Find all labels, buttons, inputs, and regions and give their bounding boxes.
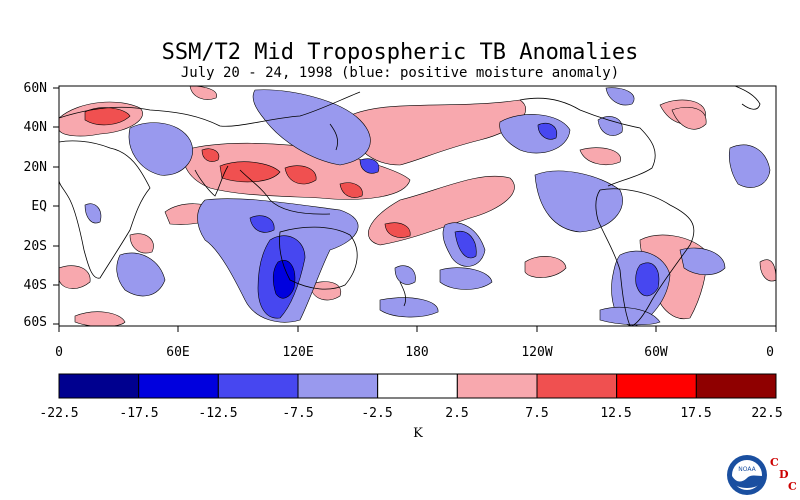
lab-letter: C	[788, 480, 797, 493]
colorbar-swatch	[377, 373, 458, 399]
colorbar-swatch	[536, 373, 618, 399]
pink-patch	[129, 233, 154, 254]
pink-patch	[309, 281, 342, 301]
lon-label: 0	[766, 345, 774, 360]
red-core	[284, 165, 317, 185]
red-core	[201, 148, 220, 162]
blue-patch	[394, 265, 416, 285]
lat-label: EQ	[31, 199, 47, 214]
lat-label: 60N	[23, 81, 47, 96]
colorbar-tick-label: 2.5	[445, 406, 469, 421]
anomaly-field	[59, 86, 776, 326]
blue-core	[249, 215, 275, 233]
blue-patch	[379, 297, 439, 318]
red-core	[219, 161, 281, 183]
colorbar-tick-label: 22.5	[751, 406, 783, 421]
lat-label: 40S	[23, 278, 47, 293]
coastline-africa	[59, 140, 151, 279]
coastline-india	[194, 165, 229, 197]
blue-patch	[597, 116, 623, 136]
blue-patch	[605, 87, 635, 106]
lon-label: 60W	[644, 345, 668, 360]
red-core	[384, 222, 411, 238]
pink-patch	[524, 256, 567, 278]
blue-patch	[116, 252, 166, 297]
coastline-se-asia	[239, 169, 331, 215]
blue-core	[359, 158, 380, 174]
colorbar-tick-label: 12.5	[600, 406, 632, 421]
noaa-logo-icon: NOAA	[727, 455, 767, 495]
coastline-eurasia	[59, 91, 361, 127]
lab-letter: C	[770, 456, 779, 469]
colorbar-swatch	[695, 373, 777, 399]
pink-patch	[344, 99, 526, 166]
coastline-s-america	[595, 188, 695, 326]
blue-patch	[499, 114, 571, 154]
lon-label: 0	[55, 345, 63, 360]
map-ticks	[53, 87, 777, 332]
coastline-japan	[329, 123, 338, 151]
coastlines	[59, 86, 761, 326]
pink-patch	[579, 147, 621, 165]
blue-core	[537, 122, 558, 140]
pink-patch	[74, 311, 126, 326]
logo-text: NOAA	[738, 466, 756, 473]
coastline-greenland	[734, 86, 761, 110]
colorbar-tick-label: -7.5	[282, 406, 314, 421]
red-core	[339, 182, 363, 198]
lon-label: 180	[405, 345, 429, 360]
colorbar-tick-label: 17.5	[680, 406, 712, 421]
map-title: SSM/T2 Mid Tropospheric TB Anomalies	[161, 40, 639, 65]
lat-label: 60S	[23, 315, 47, 330]
colorbar-swatch	[297, 373, 379, 399]
map-subtitle: July 20 - 24, 1998 (blue: positive moist…	[180, 65, 620, 81]
red-core	[84, 107, 131, 126]
positive-anomaly-patches	[59, 86, 776, 326]
colorbar-units: K	[413, 426, 423, 441]
colorbar-tick-label: 7.5	[525, 406, 549, 421]
pink-patch	[671, 107, 707, 130]
colorbar-swatch	[138, 373, 219, 399]
lat-label: 20N	[23, 160, 47, 175]
lon-label: 60E	[166, 345, 190, 360]
blue-patch	[679, 247, 726, 276]
lat-label: 40N	[23, 120, 47, 135]
lab-letter: D	[779, 468, 789, 481]
lon-label: 120W	[521, 345, 553, 360]
colorbar	[58, 373, 777, 399]
colorbar-tick-label: -2.5	[361, 406, 393, 421]
coastline-new-zealand	[399, 281, 407, 307]
colorbar-tick-label: -12.5	[198, 406, 238, 421]
blue-core	[454, 230, 477, 259]
colorbar-swatch	[217, 373, 299, 399]
colorbar-tick-label: -22.5	[39, 406, 79, 421]
blue-patch	[439, 267, 493, 290]
pink-patch	[759, 259, 776, 282]
colorbar-swatch	[616, 373, 697, 399]
blue-patch	[534, 170, 623, 233]
blue-patch	[128, 122, 193, 176]
blue-patch	[84, 203, 102, 224]
blue-core	[635, 262, 660, 297]
colorbar-swatch	[456, 373, 538, 399]
lat-label: 20S	[23, 239, 47, 254]
colorbar-swatch	[58, 373, 140, 399]
pink-patch	[189, 86, 217, 100]
coastline-n-america	[519, 97, 656, 187]
coastline-australia	[279, 226, 358, 290]
colorbar-tick-label: -17.5	[119, 406, 159, 421]
pink-patch	[59, 265, 91, 289]
lon-label: 120E	[282, 345, 314, 360]
negative-anomaly-patches	[84, 87, 771, 326]
blue-patch	[728, 144, 771, 188]
dark-blue-core	[272, 260, 296, 299]
blue-patch	[252, 89, 371, 166]
